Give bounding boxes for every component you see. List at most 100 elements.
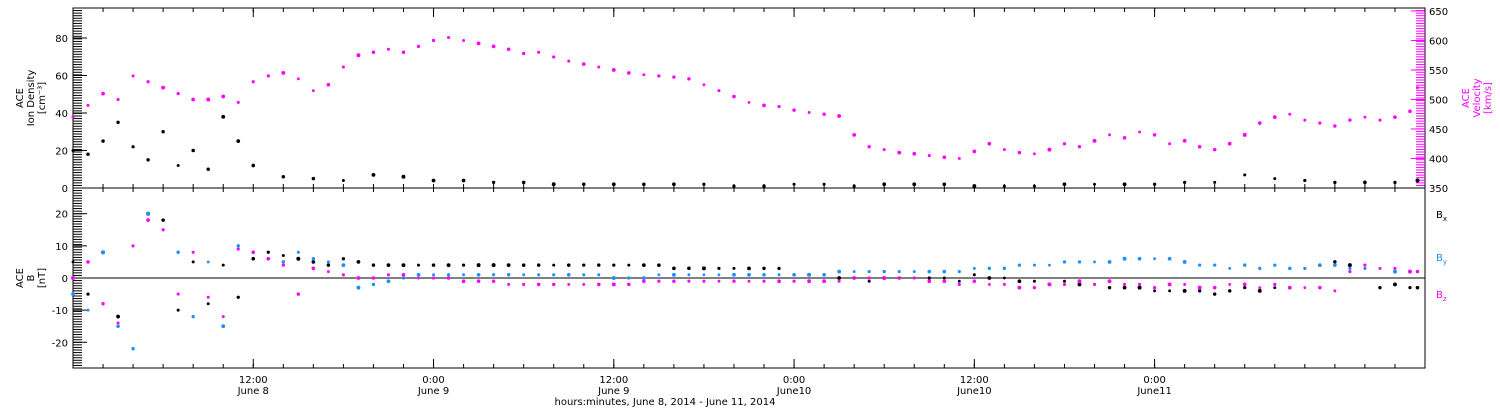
b-bx-point bbox=[221, 263, 225, 267]
b-by-point bbox=[206, 260, 210, 264]
b-bz-point bbox=[807, 279, 812, 284]
y-right-label: ACE Velocity [km/s] bbox=[1461, 78, 1494, 117]
velocity-point bbox=[416, 44, 421, 48]
b-by-point bbox=[1167, 256, 1172, 261]
y-label-b-line: [nT] bbox=[37, 268, 48, 288]
b-bz-point bbox=[972, 279, 977, 284]
velocity-point bbox=[822, 112, 826, 116]
b-bz-point bbox=[942, 279, 947, 284]
density-point bbox=[191, 148, 195, 153]
velocity-point bbox=[1092, 138, 1097, 143]
b-bx-point bbox=[1408, 286, 1412, 290]
b-bz-point bbox=[1408, 269, 1412, 274]
b-bx-point bbox=[1032, 279, 1036, 283]
b-bz-point bbox=[1197, 285, 1202, 290]
b-bx-point bbox=[1062, 279, 1066, 283]
density-point bbox=[131, 145, 135, 149]
b-by-point bbox=[837, 269, 842, 274]
b-bx-point bbox=[552, 263, 556, 267]
y-tick-label: 20 bbox=[55, 210, 68, 221]
b-by-point bbox=[446, 273, 451, 277]
b-bz-point bbox=[596, 282, 601, 287]
b-by-point bbox=[1228, 266, 1232, 270]
velocity-point bbox=[687, 77, 691, 81]
b-bx-point bbox=[837, 276, 842, 280]
y-tick-label: -20 bbox=[52, 338, 68, 349]
b-by-point bbox=[432, 273, 436, 277]
velocity-point bbox=[131, 74, 135, 78]
b-by-point bbox=[1318, 263, 1322, 267]
b-by-point bbox=[116, 324, 120, 328]
b-by-point bbox=[492, 273, 496, 277]
b-bz-point bbox=[642, 279, 646, 283]
density-point bbox=[341, 179, 345, 182]
y-right-label-line: ACE bbox=[1461, 88, 1472, 108]
b-bx-point bbox=[867, 279, 871, 283]
velocity-point bbox=[1257, 121, 1262, 125]
b-bz-point bbox=[371, 276, 376, 280]
b-by-point bbox=[732, 272, 736, 277]
b-bx-point bbox=[927, 276, 931, 280]
velocity-point bbox=[942, 155, 947, 160]
b-bz-point bbox=[582, 282, 586, 286]
velocity-point bbox=[1378, 118, 1382, 122]
b-by-point bbox=[957, 269, 961, 274]
velocity-point bbox=[1077, 145, 1082, 149]
b-bz-point bbox=[1032, 285, 1037, 290]
y-left-label: ACE Ion Density [cm⁻³] bbox=[15, 70, 48, 127]
b-bz-point bbox=[1093, 282, 1097, 286]
y-left-label-line: Ion Density bbox=[26, 70, 37, 127]
velocity-point bbox=[1032, 152, 1036, 156]
b-bx-point bbox=[1137, 285, 1142, 290]
b-bx-point bbox=[311, 260, 316, 264]
b-bz-point bbox=[71, 276, 75, 280]
velocity-point bbox=[281, 70, 286, 75]
velocity-point bbox=[1122, 136, 1127, 140]
b-bz-point bbox=[567, 282, 571, 286]
density-point bbox=[86, 152, 90, 157]
b-by-point bbox=[1288, 266, 1292, 271]
velocity-point bbox=[521, 51, 526, 56]
velocity-point bbox=[266, 74, 270, 78]
velocity-point bbox=[221, 94, 226, 99]
y-tick-label: 40 bbox=[55, 109, 68, 120]
legend-entry: By bbox=[1436, 253, 1447, 266]
b-by-point bbox=[657, 273, 661, 277]
b-by-point bbox=[1198, 263, 1202, 267]
density-point bbox=[161, 130, 165, 134]
b-bz-point bbox=[431, 276, 436, 280]
b-by-point bbox=[326, 260, 330, 264]
b-by-point bbox=[341, 263, 346, 268]
velocity-point bbox=[176, 91, 180, 96]
b-by-point bbox=[416, 272, 421, 277]
b-by-point bbox=[236, 244, 240, 248]
b-by-point bbox=[627, 276, 631, 280]
b-bx-point bbox=[566, 263, 571, 267]
y-tick-label: 20 bbox=[55, 147, 68, 158]
b-bz-point bbox=[822, 279, 827, 284]
density-point bbox=[1273, 177, 1277, 181]
b-by-point bbox=[1032, 263, 1036, 267]
b-bx-point bbox=[687, 266, 691, 271]
density-point bbox=[221, 114, 226, 119]
b-bx-point bbox=[417, 263, 420, 267]
velocity-point bbox=[1272, 115, 1277, 120]
b-bx-point bbox=[401, 263, 406, 268]
legend-entry: Bx bbox=[1436, 210, 1447, 223]
b-bx-point bbox=[972, 273, 976, 277]
b-by-point bbox=[176, 250, 180, 255]
velocity-point bbox=[71, 115, 75, 119]
velocity-point bbox=[807, 111, 811, 114]
b-bz-point bbox=[1183, 282, 1187, 286]
velocity-point bbox=[882, 148, 886, 152]
b-by-point bbox=[597, 273, 601, 277]
b-bz-point bbox=[522, 282, 526, 287]
velocity-point bbox=[236, 100, 240, 105]
b-bz-point bbox=[867, 276, 871, 280]
y-label-b-line: ACE bbox=[15, 268, 26, 288]
velocity-point bbox=[867, 144, 871, 149]
